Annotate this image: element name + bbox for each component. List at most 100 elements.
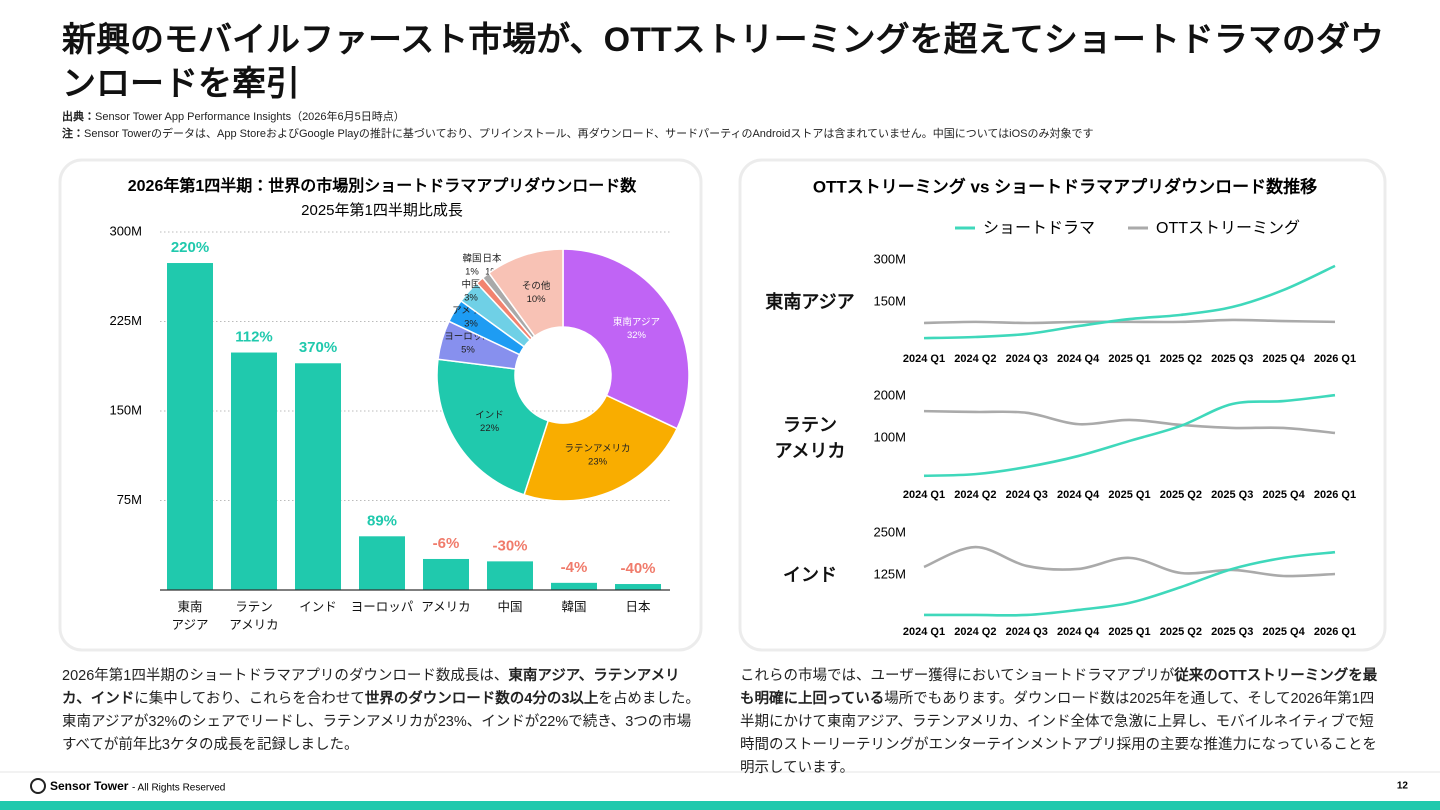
growth-label: 112% xyxy=(235,328,273,345)
text: 2026年第1四半期のショートドラマアプリのダウンロード数成長は、 xyxy=(62,668,509,684)
slice-value-label: 3% xyxy=(464,293,478,304)
note: Sensor Towerのデータは、App StoreおよびGoogle Pla… xyxy=(84,128,1094,140)
x-tick-label: 2025 Q3 xyxy=(1211,626,1253,638)
bar xyxy=(167,263,213,590)
bold-text: 世界のダウンロード数の4分の3以上 xyxy=(364,691,599,707)
slice-value-label: 1% xyxy=(465,267,479,278)
series-line xyxy=(923,550,1336,617)
pie-slice xyxy=(487,248,564,338)
series-line xyxy=(923,318,1336,325)
growth-label: 370% xyxy=(299,339,337,356)
legend-label: OTTストリーミング xyxy=(1156,219,1300,237)
slide-title: 新興のモバイルファースト市場が、OTTストリーミングを超えてショートドラマのダウ… xyxy=(62,21,1384,103)
x-tick-label: 2025 Q4 xyxy=(1263,489,1306,501)
slice-label: 韓国 xyxy=(462,253,481,265)
x-tick-label: 2024 Q2 xyxy=(954,626,996,638)
x-tick-label: 2024 Q4 xyxy=(1057,353,1100,365)
x-tick-label: 2025 Q3 xyxy=(1211,489,1253,501)
bar xyxy=(423,558,469,590)
source-line: 出典：Sensor Tower App Performance Insights… xyxy=(62,108,405,124)
pie-slice xyxy=(436,358,550,496)
chart-title: 2026年第1四半期：世界の市場別ショートドラマアプリダウンロード数 xyxy=(128,176,637,195)
x-tick-label: 2025 Q1 xyxy=(1108,626,1150,638)
x-tick-label: 2025 Q2 xyxy=(1160,626,1202,638)
bar xyxy=(551,582,597,590)
x-tick-label: 2024 Q1 xyxy=(903,626,945,638)
x-tick-label: 2024 Q2 xyxy=(954,353,996,365)
x-tick-label: 2026 Q1 xyxy=(1314,626,1356,638)
y-tick-label: 150M xyxy=(109,402,142,417)
footer-brand: Sensor Tower xyxy=(50,779,129,793)
x-tick-label: 2026 Q1 xyxy=(1314,353,1356,365)
growth-label: 89% xyxy=(367,512,397,529)
slice-label: 日本 xyxy=(482,253,502,265)
slice-label: ラテンアメリカ xyxy=(565,443,631,454)
text: これらの市場では、ユーザー獲得においてショートドラマアプリが xyxy=(740,668,1175,684)
bar xyxy=(295,363,341,590)
bar xyxy=(359,536,405,590)
page-number: 12 xyxy=(1397,781,1409,792)
x-tick-label: 2025 Q2 xyxy=(1160,489,1202,501)
source-label: 出典： xyxy=(62,111,95,123)
x-tick-label: 2025 Q3 xyxy=(1211,353,1253,365)
text: を占めました。東南アジアが32%のシェアでリードし、ラテンアメリカが23%、イン… xyxy=(62,691,700,753)
y-tick-label: 75M xyxy=(117,492,142,507)
growth-label: 220% xyxy=(171,239,209,256)
x-tick-label: 2025 Q2 xyxy=(1160,353,1202,365)
x-tick-label: 2026 Q1 xyxy=(1314,489,1356,501)
slice-value-label: 5% xyxy=(461,345,475,356)
slice-label: 東南アジア xyxy=(613,316,660,328)
series-line xyxy=(923,545,1336,578)
x-tick-label: 2025 Q4 xyxy=(1263,353,1306,365)
bar xyxy=(615,584,661,590)
legend-label: ショートドラマ xyxy=(983,220,1095,237)
slice-value-label: 22% xyxy=(480,423,500,434)
x-tick-label: 2024 Q1 xyxy=(903,353,945,365)
x-tick-label: 2024 Q3 xyxy=(1006,489,1048,501)
y-tick-label: 225M xyxy=(109,313,142,328)
bold-text: 東南アジア、ラテンアメリカ、インド xyxy=(62,668,680,707)
slice-label: インド xyxy=(475,410,504,421)
slice-label: 中国 xyxy=(461,279,480,291)
pie-slice xyxy=(562,248,690,430)
right-paragraph: これらの市場では、ユーザー獲得においてショートドラマアプリが従来のOTTストリー… xyxy=(740,665,1385,780)
x-tick-label: 2025 Q4 xyxy=(1263,626,1306,638)
y-tick-label: 300M xyxy=(109,223,142,238)
pie-slice xyxy=(523,394,679,502)
y-tick-label: 300M xyxy=(873,251,906,266)
slice-value-label: 23% xyxy=(588,456,608,467)
chart-subtitle: 2025年第1四半期比成長 xyxy=(301,202,463,219)
growth-label: -40% xyxy=(620,560,655,577)
x-tick-label: 2024 Q3 xyxy=(1006,353,1048,365)
right-panel xyxy=(738,158,1387,652)
text: に集中しており、これらを合わせて xyxy=(134,691,365,707)
chart-title: OTTストリーミング vs ショートドラマアプリダウンロード数推移 xyxy=(813,176,1317,196)
x-tick-label: 2024 Q4 xyxy=(1057,489,1100,501)
x-tick-label: 2025 Q1 xyxy=(1108,489,1150,501)
footer-band xyxy=(0,801,1440,810)
series-line xyxy=(923,393,1336,478)
bar xyxy=(487,561,533,590)
slice-value-label: 10% xyxy=(527,294,547,305)
slice-label: ヨーロッパ xyxy=(444,332,492,343)
growth-label: -6% xyxy=(433,535,460,552)
footer-rights: - All Rights Reserved xyxy=(132,783,225,794)
y-tick-label: 250M xyxy=(873,524,906,539)
growth-label: -4% xyxy=(561,559,588,576)
x-tick-label: 2024 Q1 xyxy=(903,489,945,501)
x-tick-label: 2025 Q1 xyxy=(1108,353,1150,365)
y-tick-label: 125M xyxy=(873,566,906,581)
series-line xyxy=(923,264,1336,340)
slice-label: その他 xyxy=(522,280,551,292)
source: Sensor Tower App Performance Insights（20… xyxy=(95,111,405,123)
bar xyxy=(231,352,277,590)
x-tick-label: 2024 Q2 xyxy=(954,489,996,501)
left-paragraph: 2026年第1四半期のショートドラマアプリのダウンロード数成長は、東南アジア、ラ… xyxy=(62,665,702,757)
y-tick-label: 100M xyxy=(873,429,906,444)
x-tick-label: 2024 Q3 xyxy=(1006,626,1048,638)
slice-label: アメリカ xyxy=(452,306,490,317)
note-line: 注：Sensor Towerのデータは、App StoreおよびGoogle P… xyxy=(62,125,1094,141)
slice-value-label: 3% xyxy=(464,319,478,330)
